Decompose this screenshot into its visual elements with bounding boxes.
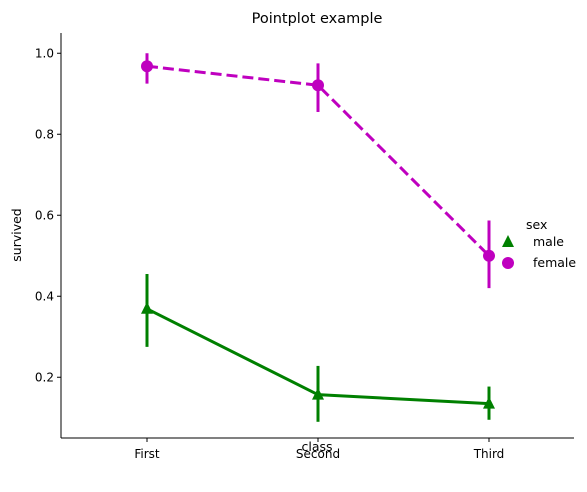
x-tick-label: Third <box>473 447 505 461</box>
series-layer <box>141 53 495 422</box>
y-tick-label: 0.8 <box>35 127 54 141</box>
y-tick-label: 0.2 <box>35 370 54 384</box>
legend-title: sex <box>526 217 547 232</box>
legend: sex male female <box>502 217 576 270</box>
y-tick-label: 0.6 <box>35 208 54 222</box>
legend-label-female: female <box>533 255 576 270</box>
x-tick-label: First <box>134 447 160 461</box>
data-point-male <box>483 396 495 409</box>
series-male <box>141 273 495 422</box>
data-point-male <box>141 301 153 314</box>
y-tick-label: 1.0 <box>35 46 54 60</box>
data-point-female <box>483 249 495 262</box>
series-line-female <box>146 64 491 257</box>
axes: 0.2 0.4 0.6 0.8 1.0 First Second Third <box>35 33 574 461</box>
data-point-female <box>141 60 153 73</box>
chart-title: Pointplot example <box>252 11 383 27</box>
y-tick-label: 0.4 <box>35 289 54 303</box>
legend-label-male: male <box>533 234 564 249</box>
data-point-male <box>312 387 324 400</box>
legend-marker-male <box>502 235 514 247</box>
y-axis-label: survived <box>9 208 24 261</box>
x-axis-label: class <box>301 439 332 454</box>
series-female <box>141 53 495 289</box>
data-point-female <box>312 79 324 92</box>
legend-marker-female <box>502 257 514 269</box>
x-tick-label: Second <box>296 447 340 461</box>
